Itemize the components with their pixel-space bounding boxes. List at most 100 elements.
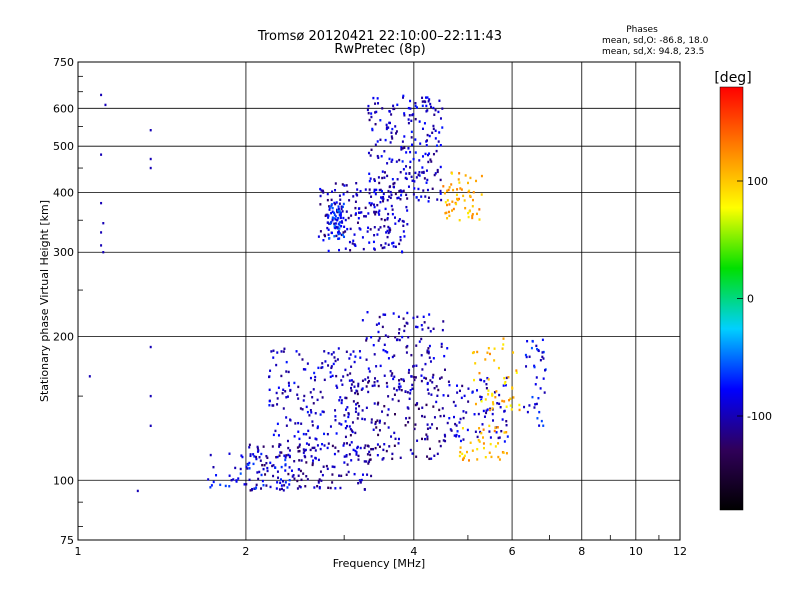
data-point xyxy=(342,216,345,220)
data-point xyxy=(451,209,454,212)
data-point xyxy=(394,245,397,249)
data-point xyxy=(341,205,344,209)
data-point xyxy=(427,196,430,199)
data-point xyxy=(374,213,377,216)
data-point xyxy=(310,411,313,414)
data-point xyxy=(417,187,420,191)
data-point xyxy=(396,178,399,181)
data-point xyxy=(386,229,389,233)
data-point xyxy=(407,371,410,374)
data-point xyxy=(334,487,337,490)
data-point xyxy=(422,189,425,192)
grid-lines xyxy=(78,62,680,540)
data-point xyxy=(404,390,407,393)
data-point xyxy=(406,322,409,325)
data-point xyxy=(430,393,433,396)
data-point xyxy=(409,166,412,169)
data-point xyxy=(338,227,341,230)
data-point xyxy=(364,206,367,210)
data-point xyxy=(369,177,372,180)
data-point xyxy=(374,422,377,426)
data-point xyxy=(387,395,390,398)
data-point xyxy=(345,396,348,400)
data-point xyxy=(330,231,333,235)
data-point xyxy=(431,423,434,426)
data-point xyxy=(393,185,396,189)
data-point xyxy=(467,400,470,403)
data-point xyxy=(276,397,279,400)
data-point xyxy=(400,190,403,193)
data-point xyxy=(387,231,390,235)
data-point xyxy=(372,447,375,451)
data-point xyxy=(393,431,396,435)
data-point xyxy=(349,249,352,252)
data-point xyxy=(318,486,321,490)
data-point xyxy=(382,448,385,452)
data-point xyxy=(368,172,371,175)
data-point xyxy=(373,178,376,181)
data-point xyxy=(434,108,437,112)
data-point xyxy=(354,391,357,395)
data-point xyxy=(384,313,387,316)
data-point xyxy=(354,244,357,248)
data-point xyxy=(425,403,428,407)
data-point xyxy=(382,457,385,460)
data-point xyxy=(312,388,315,391)
data-point xyxy=(333,235,336,238)
data-point xyxy=(312,459,315,462)
data-point xyxy=(338,474,341,477)
data-point xyxy=(416,325,419,329)
data-point xyxy=(429,360,432,363)
data-point xyxy=(480,174,483,178)
data-point xyxy=(458,454,461,458)
data-point xyxy=(415,196,418,199)
data-point xyxy=(424,437,427,441)
data-point xyxy=(303,449,306,453)
data-point xyxy=(412,157,415,161)
data-point xyxy=(327,249,330,253)
data-point xyxy=(489,407,492,410)
data-point xyxy=(316,426,319,430)
data-point xyxy=(288,384,291,387)
data-point xyxy=(321,362,324,365)
data-point xyxy=(334,222,337,225)
data-point xyxy=(534,403,537,406)
data-point xyxy=(334,215,337,218)
data-point xyxy=(100,201,103,205)
data-point xyxy=(334,409,337,412)
data-point xyxy=(402,379,405,383)
data-point xyxy=(482,409,485,413)
data-point xyxy=(447,210,450,214)
data-point xyxy=(411,383,414,387)
data-point xyxy=(350,441,353,444)
data-point xyxy=(493,391,496,394)
data-point xyxy=(329,205,332,209)
data-point xyxy=(342,375,345,378)
data-point xyxy=(373,233,376,237)
data-point xyxy=(361,379,364,382)
data-point xyxy=(279,481,282,485)
data-point xyxy=(388,195,391,198)
data-point xyxy=(402,224,405,228)
data-point xyxy=(292,474,295,477)
data-point xyxy=(336,209,339,212)
data-point xyxy=(376,154,379,158)
data-point xyxy=(468,459,471,462)
data-point xyxy=(336,358,339,361)
data-point xyxy=(467,190,470,194)
data-point xyxy=(235,479,238,482)
data-point xyxy=(458,218,461,222)
data-point xyxy=(370,148,373,151)
data-point xyxy=(425,140,428,143)
data-point xyxy=(352,448,355,452)
data-point xyxy=(391,178,394,181)
data-point xyxy=(331,473,334,476)
data-point xyxy=(351,421,354,424)
data-point xyxy=(399,236,402,239)
data-point xyxy=(348,425,351,428)
data-point xyxy=(506,435,509,438)
data-point xyxy=(493,359,496,362)
data-point xyxy=(331,444,334,448)
data-point xyxy=(269,461,272,465)
data-point xyxy=(344,247,347,250)
